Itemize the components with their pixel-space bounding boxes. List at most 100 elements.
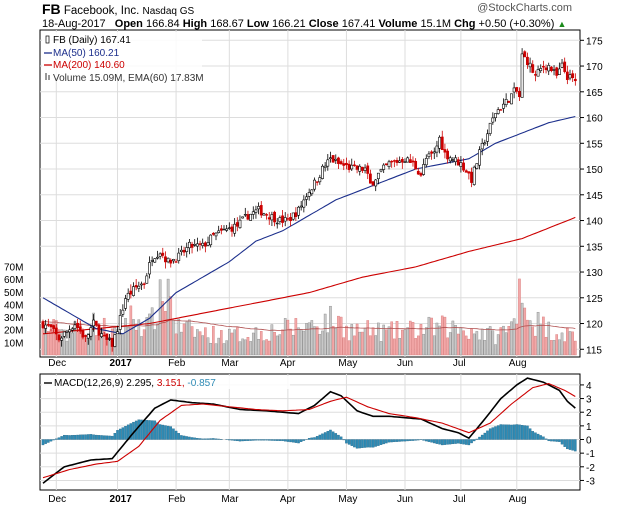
volume-bar [142, 329, 146, 356]
volume-bar [350, 324, 354, 356]
candle-body [523, 51, 527, 58]
candle-body [54, 327, 58, 335]
volume-bar [204, 327, 207, 356]
volume-bar [257, 339, 260, 356]
volume-bar [424, 327, 428, 356]
macd-histogram-bar [118, 428, 122, 440]
volume-bar [432, 335, 436, 356]
volume-bar [534, 335, 537, 356]
macd-histogram-bar [339, 436, 343, 440]
candle-body [57, 334, 61, 341]
price-tick-label: 170 [586, 62, 603, 73]
candle-body [225, 228, 229, 231]
price-tick-label: 150 [586, 165, 603, 176]
candle-body [422, 164, 426, 175]
candle-body [254, 209, 258, 213]
candle-body [504, 99, 508, 105]
macd-histogram-bar [550, 439, 553, 442]
macd-histogram-bar [116, 430, 119, 440]
candle-body [211, 232, 215, 235]
volume-bar [180, 331, 183, 356]
macd-histogram-bar [494, 426, 497, 440]
macd-histogram-bar [331, 431, 335, 440]
macd-histogram-bar [217, 438, 220, 440]
macd-histogram-bar [84, 434, 87, 440]
macd-histogram-bar [512, 424, 516, 440]
candle-body [291, 212, 295, 220]
macd-histogram-bar [515, 424, 519, 440]
candle-body [222, 228, 226, 231]
volume-bar [201, 335, 205, 356]
candle-body [395, 159, 399, 163]
macd-histogram-bar [79, 434, 82, 440]
macd-histogram-bar [502, 424, 505, 440]
price-tick-label: 140 [586, 217, 603, 228]
macd-histogram-bar [110, 435, 114, 440]
price-x-tick-label: 2017 [110, 358, 133, 369]
candle-body [478, 149, 481, 166]
candle-body [198, 243, 202, 245]
volume-bar [65, 340, 69, 356]
macd-histogram-bar [318, 434, 322, 440]
volume-bar [326, 332, 330, 356]
candle-body [424, 158, 428, 166]
macd-histogram-bar [448, 439, 452, 445]
ma50-line [42, 115, 576, 335]
volume-bar [124, 317, 127, 356]
candle-body [408, 159, 412, 164]
volume-bar [220, 330, 223, 356]
volume-tick-label: 40M [4, 300, 23, 311]
volume-bar [302, 330, 306, 356]
candle-body [398, 160, 402, 163]
volume-bar [472, 333, 476, 356]
candle-body [97, 324, 101, 336]
volume-bar [313, 326, 316, 356]
volume-bar [307, 322, 311, 356]
price-x-tick-label: Feb [168, 358, 186, 369]
macd-histogram-bar [558, 439, 561, 442]
candle-body [214, 232, 218, 237]
candle-body [190, 243, 194, 248]
volume-bar [217, 337, 220, 356]
macd-tick-label: 0 [586, 436, 592, 447]
volume-bar [416, 335, 420, 356]
volume-bar [275, 335, 279, 356]
candle-body [446, 150, 449, 160]
macd-histogram-bar [536, 433, 540, 440]
macd-histogram-bar [369, 439, 372, 448]
volume-bar [353, 335, 356, 356]
macd-histogram-bar [504, 424, 508, 440]
volume-bar [422, 333, 425, 356]
volume-bar [94, 335, 98, 356]
volume-bar [446, 337, 449, 356]
macd-histogram-bar [464, 439, 468, 445]
candle-body [251, 211, 255, 215]
macd-histogram-bar [459, 439, 463, 444]
volume-bar [278, 334, 282, 356]
macd-histogram-bar [262, 439, 266, 441]
candle-body [238, 219, 242, 229]
price-tick-label: 125 [586, 294, 603, 305]
volume-bar [291, 334, 295, 356]
candle-body [467, 171, 471, 174]
volume-bar [470, 328, 473, 356]
macd-histogram-bar [278, 439, 282, 441]
candle-body [206, 242, 210, 246]
volume-bar [499, 327, 503, 356]
candle-body [76, 322, 80, 329]
volume-bar [507, 326, 511, 356]
candle-body [113, 334, 117, 347]
candle-body [161, 252, 165, 256]
candle-body [486, 133, 489, 142]
macd-histogram-bar [164, 425, 167, 440]
macd-histogram-bar [454, 439, 457, 444]
legend-volume-label: Volume 15.09M, EMA(60) 17.83M [53, 73, 204, 84]
macd-x-tick-label: May [338, 494, 357, 505]
macd-histogram-bar [92, 434, 95, 440]
candle-body [382, 164, 386, 170]
volume-bar [161, 301, 165, 356]
candle-body [329, 157, 332, 160]
candle-body [464, 170, 468, 173]
candle-body [267, 217, 271, 220]
macd-histogram-bar [374, 439, 377, 447]
